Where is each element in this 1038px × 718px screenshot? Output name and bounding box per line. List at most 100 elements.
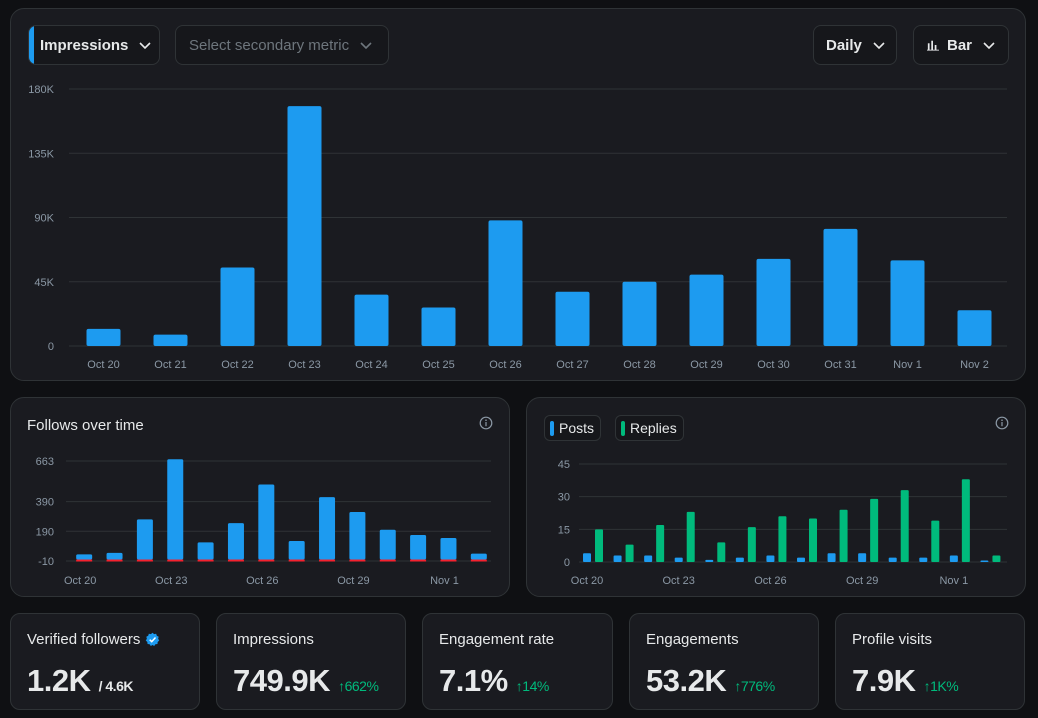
legend-posts[interactable]: Posts <box>544 415 602 441</box>
unfollows-bar <box>410 559 427 562</box>
arrow-up-icon: ↑ <box>734 678 741 694</box>
replies-bar <box>839 509 848 562</box>
posts-bar <box>674 557 683 562</box>
chart-type-dropdown[interactable]: Bar <box>913 25 1009 65</box>
interval-dropdown[interactable]: Daily <box>813 25 897 65</box>
x-tick-label: Oct 28 <box>623 359 655 371</box>
engagement-rate-delta-value: 14% <box>522 678 549 694</box>
impressions-bar <box>153 334 188 346</box>
profile-visits-value: 7.9K ↑1K% <box>852 663 959 699</box>
x-tick-label: Nov 1 <box>893 359 922 371</box>
unfollows-bar <box>136 559 153 562</box>
verified-followers-label: Verified followers <box>27 631 160 648</box>
profile-visits-label: Profile visits <box>852 631 933 648</box>
posts-bar <box>583 553 591 562</box>
impressions-bar <box>488 220 523 346</box>
impressions-card: Impressions 749.9K ↑662% <box>216 613 406 710</box>
verified-badge-icon <box>146 632 160 646</box>
follows-bar <box>410 534 427 560</box>
x-tick-label: Oct 23 <box>288 359 320 371</box>
posts-bar <box>797 557 805 562</box>
unfollows-bar <box>197 559 214 562</box>
verified-followers-total: / 4.6K <box>98 678 134 694</box>
impressions-delta: ↑662% <box>338 678 379 694</box>
follows-bar <box>288 540 305 560</box>
posts-bar <box>766 555 775 562</box>
unfollows-bar <box>470 559 487 562</box>
profile-visits-number: 7.9K <box>852 663 916 698</box>
y-tick-label: 663 <box>36 456 54 468</box>
posts-bar <box>980 560 989 562</box>
engagements-card: Engagements 53.2K ↑776% <box>629 613 819 710</box>
impressions-value: 749.9K ↑662% <box>233 663 379 699</box>
info-icon[interactable] <box>479 416 493 430</box>
x-tick-label: Oct 29 <box>337 575 369 587</box>
impressions-chart-panel: Impressions Select secondary metric Dail… <box>10 8 1026 381</box>
posts-swatch <box>550 420 554 436</box>
follows-panel: Follows over time -10 190 390 663 Oct 20 Oct … <box>10 397 510 597</box>
verified-followers-value: 1.2K / 4.6K <box>27 663 133 699</box>
chevron-down-icon <box>139 42 151 50</box>
unfollows-bar <box>258 559 275 562</box>
engagement-rate-card: Engagement rate 7.1% ↑14% <box>422 613 613 710</box>
y-tick-label: 15 <box>558 524 570 536</box>
legend-replies[interactable]: Replies <box>615 415 684 441</box>
arrow-up-icon: ↑ <box>923 678 931 694</box>
metric-color-marker <box>29 26 34 64</box>
engagements-delta-value: 776% <box>740 678 775 694</box>
follows-bar <box>349 511 366 560</box>
unfollows-bar <box>227 559 244 562</box>
follows-bar <box>76 554 93 560</box>
posts-bar <box>858 553 867 562</box>
y-tick-label: 90K <box>34 213 54 225</box>
x-tick-label: Oct 25 <box>422 359 454 371</box>
posts-bar <box>644 555 653 562</box>
follows-bar <box>197 542 214 560</box>
y-tick-label: -10 <box>38 556 54 568</box>
y-tick-label: 135K <box>28 148 54 160</box>
x-tick-label: Oct 21 <box>154 359 186 371</box>
secondary-metric-dropdown[interactable]: Select secondary metric <box>175 25 389 65</box>
engagement-rate-label: Engagement rate <box>439 631 555 648</box>
posts-bar <box>949 555 958 562</box>
profile-visits-card: Profile visits 7.9K ↑1K% <box>835 613 1025 710</box>
unfollows-bar <box>349 559 366 562</box>
replies-bar <box>625 544 634 562</box>
replies-bar <box>931 520 940 562</box>
y-tick-label: 0 <box>48 341 54 353</box>
engagements-delta: ↑776% <box>734 678 775 694</box>
replies-bar <box>686 511 695 562</box>
primary-metric-dropdown[interactable]: Impressions <box>28 25 160 65</box>
replies-bar <box>747 527 756 562</box>
replies-bar <box>778 516 787 562</box>
posts-bar <box>613 555 622 562</box>
impressions-bar <box>86 328 121 346</box>
y-tick-label: 390 <box>36 497 54 509</box>
x-tick-label: Oct 23 <box>663 575 695 587</box>
info-icon[interactable] <box>995 416 1009 430</box>
follows-bar <box>470 553 487 560</box>
x-tick-label: Oct 29 <box>690 359 722 371</box>
follows-bar <box>440 537 457 560</box>
posts-bar <box>735 557 744 562</box>
impressions-bar <box>756 258 791 346</box>
posts-replies-bar-chart: 0 15 30 45 Oct 20 Oct 23 Oct 26 Oct 29 Nov 1 <box>558 459 1007 587</box>
unfollows-bar <box>440 559 457 562</box>
chevron-down-icon <box>983 42 995 50</box>
profile-visits-delta-value: 1K% <box>930 678 959 694</box>
replies-bar <box>900 490 909 562</box>
x-tick-label: Nov 2 <box>960 359 989 371</box>
x-tick-label: Oct 29 <box>846 575 878 587</box>
verified-followers-label-text: Verified followers <box>27 631 141 648</box>
replies-bar <box>595 529 603 562</box>
y-tick-label: 45K <box>34 277 54 289</box>
follows-bar <box>167 459 184 560</box>
y-tick-label: 190 <box>36 526 54 538</box>
secondary-metric-placeholder: Select secondary metric <box>189 36 350 54</box>
interval-label: Daily <box>826 36 862 54</box>
x-tick-label: Oct 23 <box>155 575 187 587</box>
legend-posts-label: Posts <box>559 420 595 436</box>
replies-bar <box>656 524 665 562</box>
x-tick-label: Nov 1 <box>939 575 968 587</box>
arrow-up-icon: ↑ <box>338 678 345 694</box>
